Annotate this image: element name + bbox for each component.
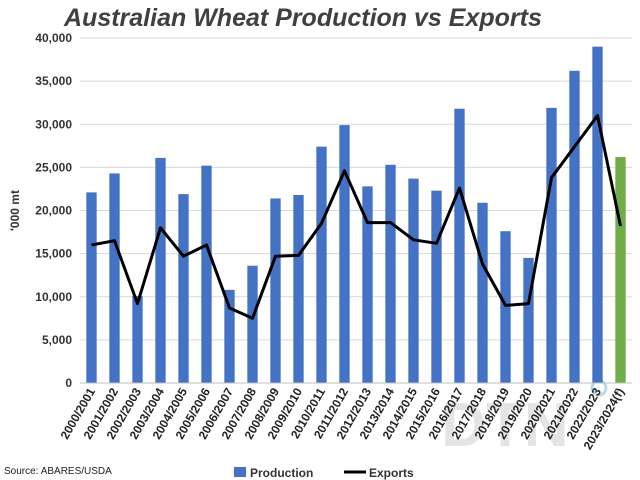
bar-production	[569, 70, 580, 384]
bar-production	[546, 107, 557, 384]
bar-production	[431, 190, 442, 383]
bar-production	[270, 198, 281, 383]
line-exports	[91, 114, 622, 320]
bar-production	[224, 289, 235, 383]
bar-production	[592, 46, 603, 383]
y-tick-label: 30,000	[35, 117, 72, 131]
y-tick-label: 20,000	[35, 204, 72, 218]
bar-production	[385, 164, 396, 383]
source-note: Source: ABARES/USDA	[4, 466, 112, 477]
chart-title: Australian Wheat Production vs Exports	[64, 4, 542, 32]
y-tick-label: 25,000	[35, 160, 72, 174]
bar-production	[178, 194, 189, 383]
y-tick-label: 10,000	[35, 290, 72, 304]
y-tick-label: 0	[65, 376, 72, 390]
legend: Production Exports	[234, 466, 414, 480]
bar-production	[615, 157, 626, 383]
watermark-logo: DTN	[441, 391, 568, 460]
bar-production	[500, 231, 511, 383]
bar-production	[362, 186, 373, 383]
legend-label-production: Production	[250, 466, 313, 480]
bar-production	[293, 194, 304, 383]
bar-production	[316, 146, 327, 383]
bar-production	[523, 257, 534, 383]
y-tick-label: 5,000	[42, 333, 72, 347]
y-tick-label: 35,000	[35, 74, 72, 88]
bar-production	[408, 178, 419, 383]
bar-production	[86, 192, 97, 383]
bar-production	[155, 157, 166, 383]
y-tick-label: 40,000	[35, 31, 72, 45]
legend-swatch-production	[234, 467, 246, 477]
bar-production	[454, 108, 465, 383]
y-tick-label: 15,000	[35, 247, 72, 261]
legend-label-exports: Exports	[369, 466, 414, 480]
y-axis-label: '000 mt	[8, 190, 22, 231]
bar-production	[109, 173, 120, 383]
bar-production	[247, 265, 258, 383]
bar-production	[132, 295, 143, 383]
bar-production	[477, 202, 488, 383]
bar-production	[339, 125, 350, 384]
bar-production	[201, 165, 212, 383]
